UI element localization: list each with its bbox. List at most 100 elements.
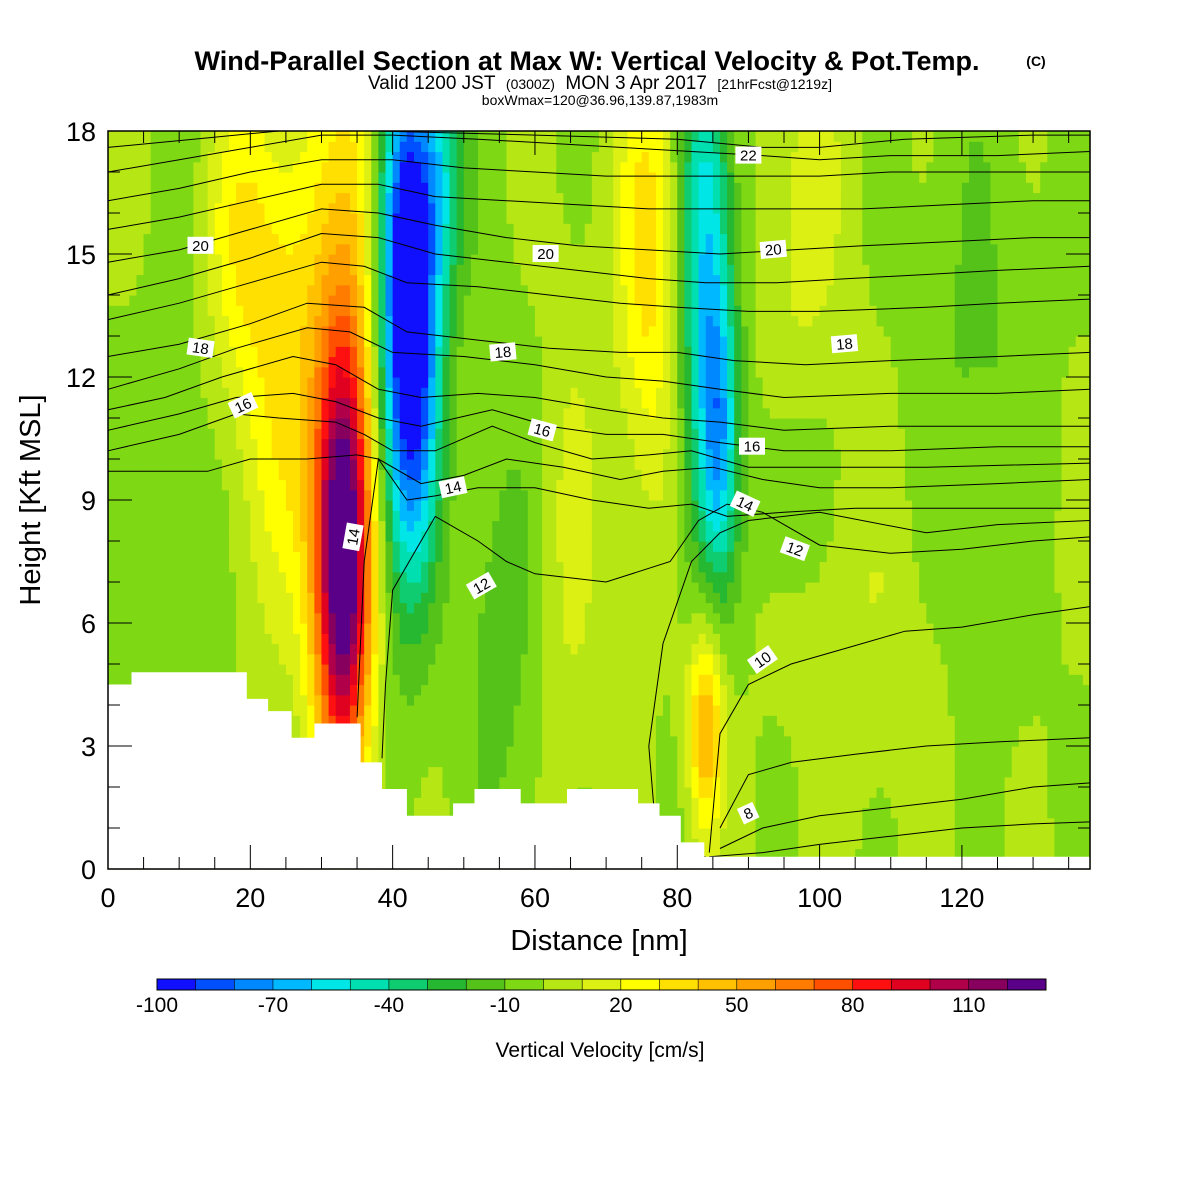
vv-cell <box>413 530 422 542</box>
vv-cell <box>157 459 166 470</box>
vv-cell <box>534 725 543 737</box>
vv-cell <box>456 766 465 778</box>
vv-cell <box>421 674 429 686</box>
vv-cell <box>549 633 557 645</box>
vv-cell <box>584 459 593 470</box>
vv-cell <box>520 674 529 686</box>
vv-cell <box>129 561 138 573</box>
vv-cell <box>200 489 209 501</box>
vv-cell <box>186 602 194 614</box>
vv-cell <box>257 141 266 153</box>
vv-cell <box>435 776 444 788</box>
vv-cell <box>314 500 323 511</box>
vv-cell <box>406 284 415 296</box>
vv-cell <box>442 592 451 604</box>
vv-cell <box>364 489 372 501</box>
vv-cell <box>307 397 315 409</box>
vv-cell <box>478 397 486 409</box>
vv-cell <box>285 151 294 163</box>
vv-cell <box>228 325 237 337</box>
vv-cell <box>542 397 550 409</box>
vv-cell <box>335 602 344 614</box>
vv-cell <box>570 766 579 778</box>
vv-cell <box>485 438 493 450</box>
vv-cell <box>599 694 607 706</box>
vv-cell <box>157 653 166 665</box>
vv-cell <box>527 582 536 593</box>
vv-cell <box>563 643 572 655</box>
vv-cell <box>193 213 202 224</box>
vv-cell <box>293 664 301 675</box>
vv-cell <box>584 510 593 522</box>
vv-cell <box>449 592 458 604</box>
vv-cell <box>136 377 145 388</box>
vv-cell <box>463 725 472 737</box>
vv-cell <box>428 520 436 532</box>
vv-cell <box>349 161 358 173</box>
vv-cell <box>172 643 180 655</box>
vv-cell <box>214 223 223 235</box>
vv-cell <box>527 141 536 153</box>
vv-cell <box>485 131 493 142</box>
vv-cell <box>463 592 472 604</box>
vv-cell <box>499 520 508 532</box>
vv-cell <box>492 202 500 214</box>
vv-cell <box>150 469 159 481</box>
vv-cell <box>314 489 323 501</box>
vv-cell <box>435 674 444 686</box>
vv-cell <box>421 459 429 470</box>
vv-cell <box>413 254 422 265</box>
vv-cell <box>136 602 145 614</box>
vv-cell <box>250 643 259 655</box>
vv-cell <box>470 715 479 727</box>
vv-cell <box>399 346 408 358</box>
vv-cell <box>591 715 600 727</box>
vv-cell <box>243 264 251 276</box>
vv-cell <box>307 520 315 532</box>
vv-cell <box>108 264 116 276</box>
vv-cell <box>513 243 522 255</box>
vv-cell <box>285 541 294 552</box>
vv-cell <box>157 141 166 153</box>
vv-cell <box>328 469 337 481</box>
vv-cell <box>293 418 301 429</box>
vv-cell <box>129 469 138 481</box>
vv-cell <box>179 223 187 235</box>
vv-cell <box>228 213 237 224</box>
vv-cell <box>364 479 372 491</box>
vv-cell <box>470 479 479 491</box>
vv-cell <box>435 141 444 153</box>
vv-cell <box>115 397 123 409</box>
vv-cell <box>364 582 372 593</box>
vv-cell <box>520 305 529 317</box>
vv-cell <box>278 582 287 593</box>
vv-cell <box>485 541 493 552</box>
vv-cell <box>122 315 130 327</box>
vv-cell <box>321 602 330 614</box>
vv-cell <box>499 551 508 563</box>
vv-cell <box>385 192 394 204</box>
vv-cell <box>413 387 422 399</box>
vv-cell <box>164 151 173 163</box>
vv-cell <box>421 787 429 798</box>
vv-cell <box>150 612 159 624</box>
vv-cell <box>406 295 415 306</box>
vv-cell <box>513 161 522 173</box>
vv-cell <box>108 438 116 450</box>
vv-cell <box>300 469 308 481</box>
vv-cell <box>179 551 187 563</box>
vv-cell <box>428 233 436 245</box>
vv-cell <box>214 366 223 378</box>
vv-cell <box>349 602 358 614</box>
vv-cell <box>520 694 529 706</box>
vv-cell <box>108 510 116 522</box>
vv-cell <box>364 223 372 235</box>
vv-cell <box>591 520 600 532</box>
vv-cell <box>577 674 586 686</box>
vv-cell <box>399 264 408 276</box>
vv-cell <box>186 561 194 573</box>
vv-cell <box>520 141 529 153</box>
vv-cell <box>300 295 308 306</box>
vv-cell <box>463 766 472 778</box>
vv-cell <box>172 571 180 583</box>
